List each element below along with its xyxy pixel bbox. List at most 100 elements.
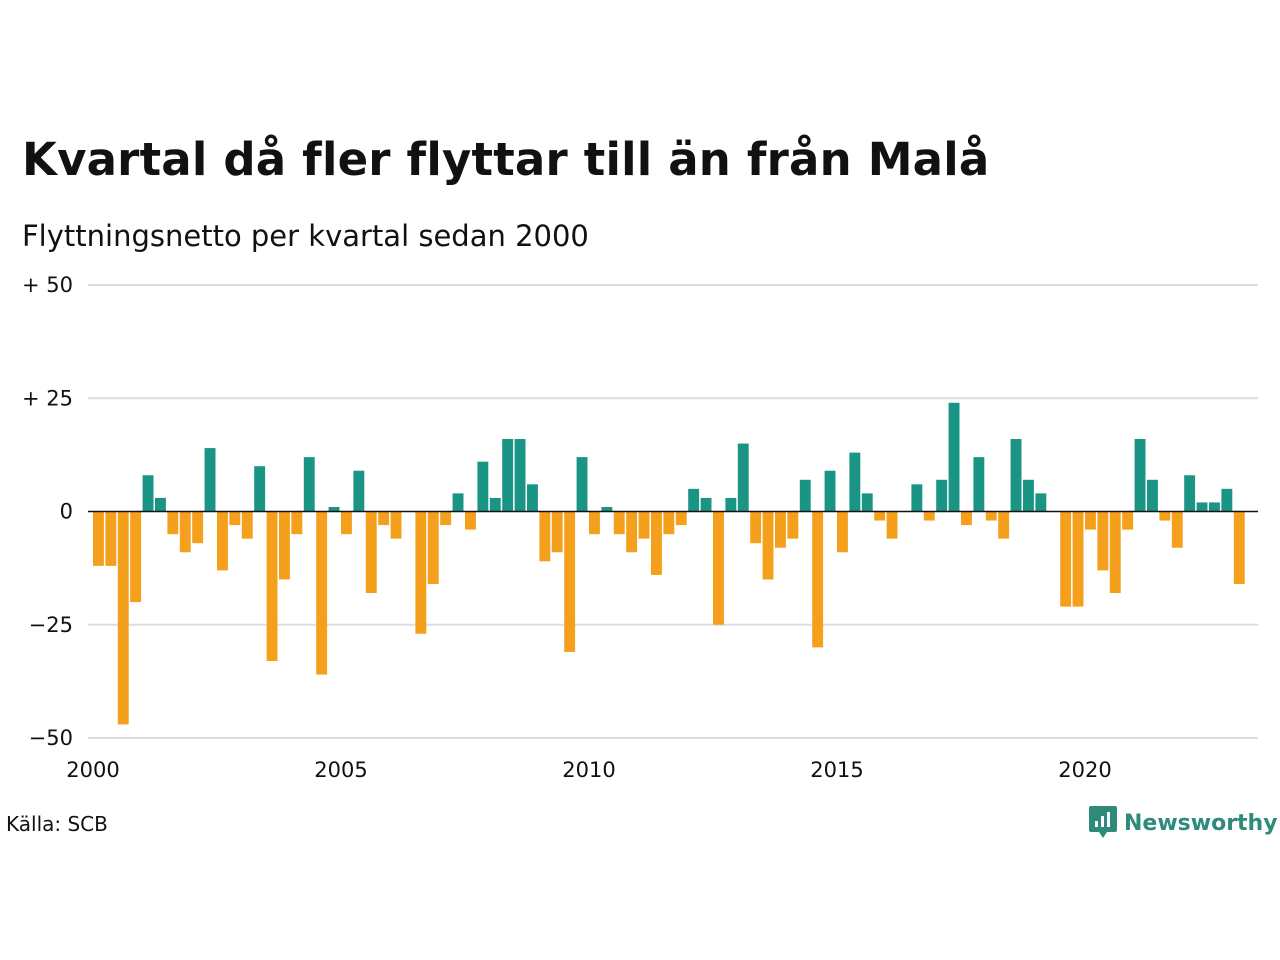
- bar: [105, 511, 117, 566]
- bar: [93, 511, 104, 566]
- bar: [1097, 511, 1109, 571]
- bar: [291, 511, 303, 535]
- bar: [1085, 511, 1096, 530]
- bar: [502, 439, 514, 512]
- x-tick-label: 2020: [1058, 758, 1111, 782]
- source-note: Källa: SCB: [6, 812, 108, 836]
- bar: [1060, 511, 1072, 607]
- bar: [861, 493, 873, 512]
- y-tick-label: 0: [60, 500, 73, 524]
- x-tick-label: 2005: [314, 758, 367, 782]
- bar: [973, 457, 985, 512]
- bar: [911, 484, 923, 512]
- bar: [204, 448, 216, 512]
- bar: [737, 443, 749, 512]
- x-axis-tick-labels: 2000 2005 2010 2015 2020: [66, 758, 1111, 782]
- bar: [1134, 439, 1146, 512]
- bars: [93, 402, 1245, 725]
- bar: [1035, 493, 1047, 512]
- bar: [427, 511, 439, 584]
- bar: [303, 457, 315, 512]
- bar: [328, 506, 340, 512]
- bar: [217, 511, 228, 571]
- bar: [378, 511, 390, 526]
- bar: [551, 511, 563, 553]
- bar: [1147, 479, 1158, 512]
- bar: [638, 511, 650, 539]
- bar: [787, 511, 799, 539]
- bar: [489, 497, 501, 512]
- bar: [985, 511, 997, 521]
- bar: [192, 511, 204, 544]
- bar: [923, 511, 935, 521]
- bar: [799, 479, 811, 512]
- y-axis-tick-labels: + 50 + 25 0 −25 −50: [22, 273, 73, 750]
- bar: [1109, 511, 1121, 594]
- bar: [266, 511, 278, 661]
- bar: [601, 506, 613, 512]
- bar: [775, 511, 786, 548]
- bar: [117, 511, 129, 725]
- bar: [130, 511, 142, 603]
- newsworthy-logo-icon: [1088, 804, 1118, 844]
- bar: [1122, 511, 1134, 530]
- bar: [700, 497, 712, 512]
- bar: [341, 511, 352, 535]
- bar: [564, 511, 576, 652]
- bar: [812, 511, 824, 648]
- bar: [440, 511, 452, 526]
- bar: [353, 470, 365, 512]
- brand-name: Newsworthy: [1124, 811, 1278, 836]
- bar: [675, 511, 687, 526]
- bar: [254, 466, 266, 512]
- bar: [713, 511, 724, 625]
- y-tick-label: + 50: [22, 273, 73, 297]
- bar: [514, 439, 526, 512]
- gridlines: [88, 284, 1258, 739]
- chart-title: Kvartal då fler flyttar till än från Mal…: [22, 133, 990, 186]
- x-tick-label: 2015: [810, 758, 863, 782]
- bar: [837, 511, 848, 553]
- bar: [688, 488, 700, 512]
- bar: [390, 511, 402, 539]
- bar: [576, 457, 588, 512]
- bar: [167, 511, 179, 535]
- bar: [750, 511, 762, 544]
- y-tick-label: −50: [29, 726, 73, 750]
- brand-logo: Newsworthy: [1088, 804, 1278, 844]
- bar-chart: + 50 + 25 0 −25 −50 2000 2005 2010 2015 2020: [22, 273, 1258, 782]
- bar: [229, 511, 241, 526]
- bar: [663, 511, 675, 535]
- bar: [762, 511, 774, 580]
- bar: [279, 511, 290, 580]
- bar: [626, 511, 638, 553]
- bar: [1221, 488, 1233, 512]
- bar: [1159, 511, 1171, 521]
- bar: [155, 497, 166, 512]
- bar: [316, 511, 328, 675]
- bar: [1023, 479, 1034, 512]
- bar: [1196, 502, 1208, 512]
- bar: [539, 511, 551, 562]
- bar: [1184, 475, 1196, 512]
- chart-subtitle: Flyttningsnetto per kvartal sedan 2000: [22, 219, 589, 253]
- bar: [1233, 511, 1245, 584]
- bar: [142, 475, 154, 512]
- bar: [961, 511, 972, 526]
- bar: [1171, 511, 1183, 548]
- bar: [1209, 502, 1220, 512]
- bar: [477, 461, 489, 512]
- bar: [936, 479, 948, 512]
- bar: [527, 484, 538, 512]
- bar: [651, 511, 662, 575]
- bar: [452, 493, 464, 512]
- bar: [886, 511, 898, 539]
- x-tick-label: 2010: [562, 758, 615, 782]
- bar: [589, 511, 600, 535]
- bar: [465, 511, 476, 530]
- bar: [725, 497, 737, 512]
- bar: [241, 511, 253, 539]
- bar: [824, 470, 836, 512]
- bar: [874, 511, 886, 521]
- bar: [613, 511, 625, 535]
